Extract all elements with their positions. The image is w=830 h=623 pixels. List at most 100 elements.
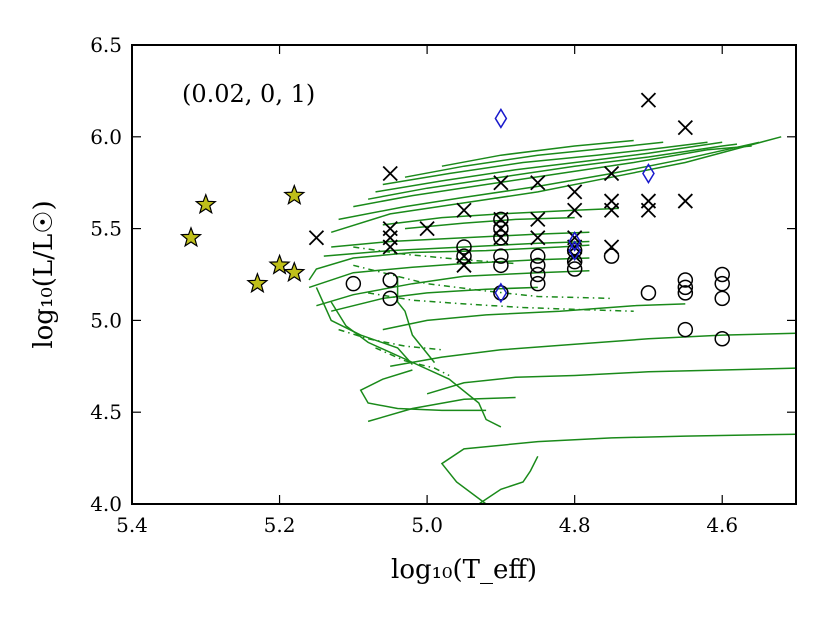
- cross-marker: [567, 184, 583, 200]
- circle-marker: [493, 211, 509, 228]
- star-marker: [194, 192, 217, 215]
- circle-marker: [456, 248, 472, 264]
- cross-marker: [603, 165, 620, 182]
- circle-marker: [345, 275, 362, 292]
- star-marker: [283, 183, 306, 205]
- parameter-annotation: (0.02, 0, 1): [182, 80, 315, 108]
- circle-marker: [530, 257, 546, 274]
- cross-marker: [382, 239, 398, 255]
- track-line: [404, 141, 664, 178]
- circle-marker: [677, 272, 694, 288]
- diamond-marker: [642, 163, 655, 184]
- circle-marker: [493, 248, 509, 264]
- diamond-marker: [494, 282, 508, 304]
- x-tick-label: 5.0: [411, 513, 443, 537]
- cross-marker: [419, 220, 435, 237]
- circle-marker: [566, 242, 583, 259]
- circle-marker: [493, 285, 509, 301]
- cross-marker: [603, 202, 620, 218]
- circle-marker: [714, 331, 730, 347]
- circle-marker: [677, 321, 694, 338]
- track-line: [316, 270, 590, 307]
- track-line: [331, 231, 590, 248]
- track-line: [330, 301, 502, 428]
- cross-marker: [308, 230, 325, 246]
- y-tick-label: 6.5: [90, 33, 122, 57]
- track-line-dashed: [367, 292, 634, 312]
- y-tick-label: 6.0: [90, 125, 122, 149]
- y-tick-label: 4.0: [90, 492, 122, 516]
- cross-marker: [530, 230, 546, 246]
- track-line: [375, 141, 723, 193]
- track-line-dashed: [353, 264, 612, 300]
- circle-marker: [603, 248, 620, 264]
- track-line: [308, 244, 590, 281]
- plot-frame: [131, 44, 797, 505]
- track-line: [330, 136, 782, 234]
- circle-marker: [714, 275, 730, 292]
- track-line: [308, 257, 590, 289]
- diamond-marker: [568, 240, 582, 262]
- y-tick-label: 4.5: [90, 400, 122, 424]
- cross-marker: [530, 175, 546, 191]
- circle-marker: [566, 261, 583, 277]
- x-tick-label: 4.8: [559, 513, 591, 537]
- circle-marker: [493, 257, 509, 274]
- circle-marker: [566, 253, 583, 270]
- track-line-dashed: [338, 328, 442, 351]
- circle-marker: [677, 285, 694, 301]
- track-line: [478, 455, 539, 504]
- diamond-marker: [494, 108, 508, 129]
- circle-marker: [493, 220, 509, 237]
- track-line: [441, 139, 634, 167]
- circle-marker: [530, 275, 546, 292]
- x-tick-label: 4.6: [706, 513, 738, 537]
- track-line: [390, 332, 796, 368]
- x-tick-label: 5.4: [116, 513, 148, 537]
- circle-marker: [677, 279, 694, 296]
- x-tick-label: 5.2: [264, 513, 296, 537]
- track-line: [338, 141, 760, 221]
- x-axis-label: log₁₀(T_eff): [391, 555, 537, 585]
- circle-marker: [640, 285, 657, 301]
- cross-marker: [677, 119, 693, 136]
- cross-marker: [530, 211, 546, 228]
- track-line: [396, 276, 436, 364]
- cross-marker: [493, 175, 509, 191]
- track-line: [440, 433, 796, 504]
- circle-marker: [714, 266, 730, 283]
- star-marker: [179, 226, 203, 248]
- track-line: [404, 216, 575, 230]
- cross-marker: [382, 165, 398, 182]
- axis-ticks: 5.4 5.2 5.0 4.8 4.6 4.0 4.5 5.0 5.5 6.0 6.5: [90, 33, 796, 537]
- star-marker: [268, 253, 291, 275]
- circle-marker: [382, 290, 398, 307]
- track-line: [323, 240, 590, 257]
- track-line: [382, 303, 686, 331]
- diamond-marker: [568, 231, 582, 252]
- cross-marker: [677, 193, 693, 209]
- circle-marker: [456, 239, 472, 255]
- track-line: [331, 286, 538, 312]
- track-line: [359, 369, 487, 412]
- track-line-dashed: [353, 246, 516, 265]
- track-line: [367, 143, 738, 200]
- track-line: [367, 396, 516, 423]
- track-line: [353, 145, 752, 208]
- star-marker: [283, 261, 306, 283]
- circle-marker: [714, 290, 730, 307]
- track-line: [382, 207, 619, 226]
- track-line: [426, 367, 796, 395]
- circle-marker: [530, 248, 546, 264]
- cross-marker: [456, 202, 472, 218]
- circle-marker: [382, 272, 398, 288]
- circle-marker: [493, 230, 509, 246]
- data-markers: [179, 92, 730, 347]
- evolutionary-tracks: [308, 136, 796, 504]
- circle-marker: [530, 266, 546, 283]
- cross-marker: [567, 202, 583, 218]
- track-line: [315, 287, 413, 365]
- y-axis-label: log₁₀(L/L☉): [29, 200, 59, 348]
- cross-marker: [640, 92, 657, 108]
